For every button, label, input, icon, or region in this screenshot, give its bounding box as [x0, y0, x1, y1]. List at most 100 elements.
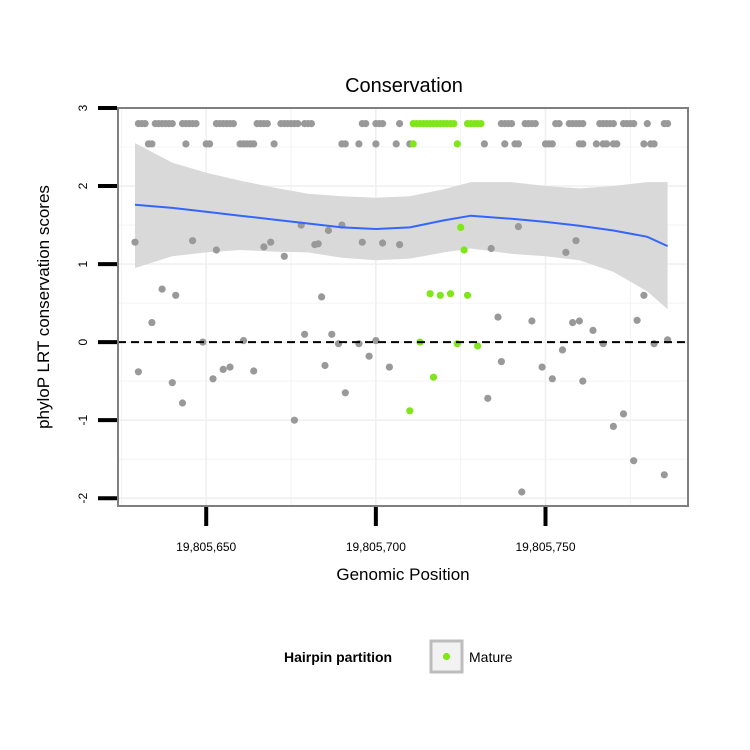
other-point — [250, 367, 258, 375]
other-point — [575, 317, 584, 325]
other-point — [480, 140, 488, 148]
other-point — [619, 410, 628, 418]
other-point — [603, 140, 611, 148]
other-point — [324, 226, 332, 235]
other-point — [518, 488, 526, 496]
other-point — [514, 140, 523, 148]
legend-mature-dot — [442, 652, 451, 661]
other-point — [514, 223, 523, 231]
mature-point — [457, 223, 465, 231]
other-point — [148, 319, 156, 327]
legend-mature-label: Mature — [469, 649, 513, 665]
other-point — [219, 365, 227, 373]
other-point — [579, 377, 587, 385]
other-point — [229, 120, 237, 128]
other-point — [341, 389, 349, 397]
other-point — [209, 375, 217, 383]
mature-point — [406, 407, 414, 415]
other-point — [365, 352, 373, 360]
mature-point — [446, 290, 455, 298]
mature-point — [409, 140, 417, 148]
other-point — [358, 238, 366, 246]
mature-point — [450, 120, 458, 128]
plot-panel — [117, 107, 689, 507]
other-point — [396, 120, 404, 128]
other-point — [528, 317, 536, 325]
confidence-ribbon — [135, 143, 668, 310]
other-point — [640, 140, 648, 148]
other-point — [226, 363, 234, 371]
other-point — [307, 120, 315, 128]
other-point — [664, 120, 672, 128]
other-point — [294, 120, 302, 128]
other-point — [206, 140, 214, 148]
other-point — [328, 330, 336, 338]
other-point — [379, 120, 387, 128]
other-point — [141, 120, 149, 128]
smooth-trend-line — [134, 203, 669, 248]
x-axis: 19,805,650 19,805,700 19,805,750 — [176, 507, 576, 554]
other-point — [538, 363, 546, 371]
other-point — [650, 140, 658, 148]
other-point — [613, 140, 621, 148]
other-point — [318, 293, 326, 301]
mature-point — [463, 291, 472, 299]
legend-title: Hairpin partition — [284, 649, 392, 665]
y-axis: -2 -1 0 1 2 3 — [76, 104, 117, 504]
other-point — [290, 416, 298, 424]
mature-point — [453, 140, 461, 148]
other-point — [134, 368, 142, 376]
y-tick-label: 3 — [76, 104, 90, 111]
other-point — [178, 399, 187, 407]
y-tick-label: 0 — [76, 338, 90, 345]
other-point — [592, 140, 601, 148]
y-tick-label: -2 — [76, 493, 90, 504]
mature-point — [426, 290, 434, 298]
other-point — [131, 238, 139, 246]
other-point — [643, 120, 651, 128]
other-point — [487, 244, 495, 253]
other-point — [558, 346, 567, 354]
other-point — [579, 120, 587, 128]
other-point — [609, 120, 618, 128]
other-point — [396, 241, 404, 249]
other-point — [579, 140, 587, 148]
other-point — [569, 319, 577, 327]
other-point — [609, 422, 618, 430]
other-point — [212, 246, 220, 254]
other-point — [589, 326, 597, 334]
other-point — [633, 316, 641, 324]
other-point — [562, 248, 570, 256]
other-point — [192, 120, 200, 128]
other-point — [301, 330, 309, 338]
chart-title: Conservation — [345, 75, 463, 97]
other-point — [321, 361, 329, 370]
other-point — [239, 337, 248, 345]
other-point — [494, 313, 502, 321]
other-point — [362, 120, 370, 128]
mature-point — [474, 342, 482, 350]
y-axis-title: phyloP LRT conservation scores — [34, 185, 53, 429]
other-point — [548, 140, 556, 148]
y-tick-label: 1 — [76, 260, 90, 267]
other-point — [372, 140, 380, 148]
other-point — [314, 240, 322, 248]
other-point — [172, 291, 180, 299]
other-point — [640, 291, 648, 299]
other-point — [508, 120, 516, 128]
mature-point — [429, 373, 438, 381]
other-point — [572, 237, 580, 245]
data-points — [131, 120, 672, 496]
panel-background — [118, 108, 688, 506]
other-point — [263, 120, 271, 128]
other-point — [260, 243, 268, 251]
mature-point — [460, 246, 468, 254]
other-point — [630, 457, 638, 465]
mature-point — [477, 120, 485, 128]
other-point — [158, 285, 166, 293]
x-tick-label: 19,805,750 — [515, 540, 575, 554]
other-point — [280, 252, 288, 260]
other-point — [341, 140, 349, 148]
other-point — [501, 140, 509, 148]
